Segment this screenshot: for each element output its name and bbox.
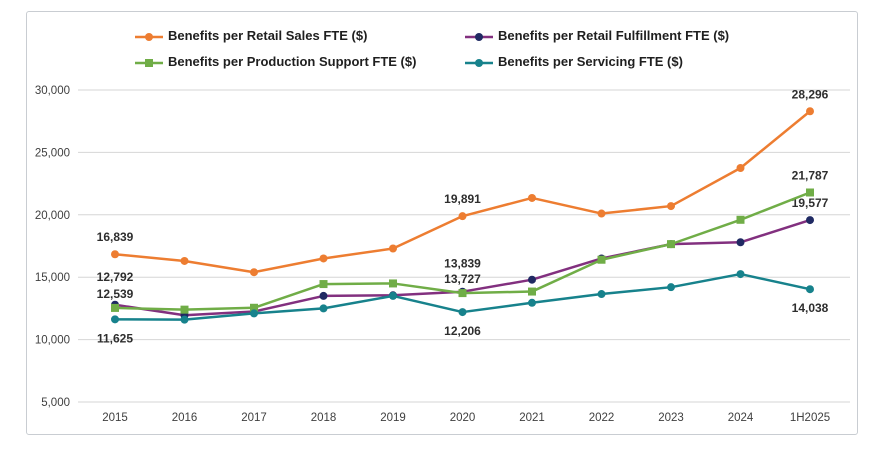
data-point-marker [736, 164, 745, 172]
chart-legend: Benefits per Retail Sales FTE ($) Benefi… [135, 28, 729, 69]
y-axis-tick-label: 5,000 [41, 397, 70, 409]
data-point-marker [319, 291, 328, 300]
data-point-marker [319, 304, 328, 313]
data-point-marker [458, 289, 467, 298]
legend-item-production-support: Benefits per Production Support FTE ($) [135, 54, 465, 69]
data-point-marker [667, 202, 675, 211]
x-axis-tick-label: 2018 [311, 412, 337, 424]
data-point-marker [250, 303, 258, 312]
x-axis-tick-label: 2017 [241, 412, 267, 424]
x-axis-tick-label: 2021 [519, 412, 545, 424]
data-point-marker [250, 268, 258, 277]
y-axis-tick-label: 10,000 [35, 335, 70, 347]
data-point-label: 21,787 [792, 168, 829, 182]
data-point-marker [111, 315, 119, 324]
data-point-marker [180, 305, 189, 314]
data-point-marker [528, 275, 536, 284]
data-point-marker [528, 298, 536, 307]
data-point-label: 16,839 [97, 230, 134, 244]
data-point-marker [667, 240, 675, 249]
data-point-marker [389, 291, 397, 300]
data-point-marker [528, 193, 536, 202]
x-axis-tick-label: 2022 [589, 412, 615, 424]
data-point-marker [250, 309, 258, 318]
legend-label: Benefits per Retail Fulfillment FTE ($) [498, 28, 730, 43]
x-axis-tick-label: 2015 [102, 412, 128, 424]
data-point-marker [597, 290, 606, 299]
data-point-label: 12,539 [97, 287, 134, 301]
legend-label: Benefits per Retail Sales FTE ($) [168, 28, 368, 43]
servicing-line-marker-icon [465, 56, 493, 68]
y-axis-tick-label: 20,000 [35, 210, 70, 222]
data-point-marker [736, 238, 745, 247]
retail-fulfillment-line-marker-icon [465, 30, 493, 42]
x-axis-tick-label: 2023 [658, 412, 684, 424]
data-point-marker [736, 270, 745, 279]
x-axis-tick-label: 2019 [380, 412, 406, 424]
y-axis-tick-label: 30,000 [35, 85, 70, 97]
data-point-label: 14,038 [792, 301, 829, 315]
data-point-marker [111, 303, 119, 312]
data-point-marker [111, 250, 119, 259]
data-point-marker [319, 254, 328, 263]
retail-sales-line-marker-icon [135, 30, 163, 42]
data-point-marker [736, 215, 745, 224]
legend-item-servicing: Benefits per Servicing FTE ($) [465, 54, 729, 69]
data-point-label: 13,727 [444, 272, 481, 286]
data-point-marker [806, 107, 814, 116]
data-point-marker [458, 212, 467, 221]
data-point-label: 11,625 [97, 331, 133, 345]
data-point-marker [806, 285, 814, 294]
y-axis-tick-label: 25,000 [35, 147, 70, 159]
data-point-label: 13,839 [444, 257, 481, 271]
production-support-line-marker-icon [135, 56, 163, 68]
data-point-marker [389, 244, 397, 253]
x-axis-tick-label: 2016 [172, 412, 198, 424]
data-point-marker [180, 315, 189, 324]
x-axis-tick-label: 1H2025 [790, 412, 830, 424]
legend-label: Benefits per Servicing FTE ($) [498, 54, 683, 69]
data-point-label: 28,296 [792, 87, 829, 101]
data-point-marker [667, 283, 675, 292]
data-point-marker [806, 216, 814, 225]
x-axis-tick-label: 2024 [728, 412, 754, 424]
legend-item-retail-sales: Benefits per Retail Sales FTE ($) [135, 28, 465, 43]
x-axis-tick-label: 2020 [450, 412, 476, 424]
data-point-marker [597, 255, 606, 264]
data-point-marker [389, 279, 397, 288]
data-point-marker [180, 256, 189, 265]
data-point-marker [806, 188, 814, 197]
data-point-marker [458, 308, 467, 317]
data-point-label: 19,891 [444, 192, 481, 206]
data-point-marker [319, 280, 328, 289]
data-point-label: 19,577 [792, 196, 829, 210]
y-axis-tick-label: 15,000 [35, 272, 70, 284]
data-point-marker [597, 209, 606, 218]
data-point-label: 12,792 [97, 270, 134, 284]
legend-label: Benefits per Production Support FTE ($) [168, 54, 417, 69]
data-point-marker [528, 287, 536, 296]
data-point-label: 12,206 [444, 324, 481, 338]
chart-frame [26, 11, 858, 435]
legend-item-retail-fulfillment: Benefits per Retail Fulfillment FTE ($) [465, 28, 729, 43]
